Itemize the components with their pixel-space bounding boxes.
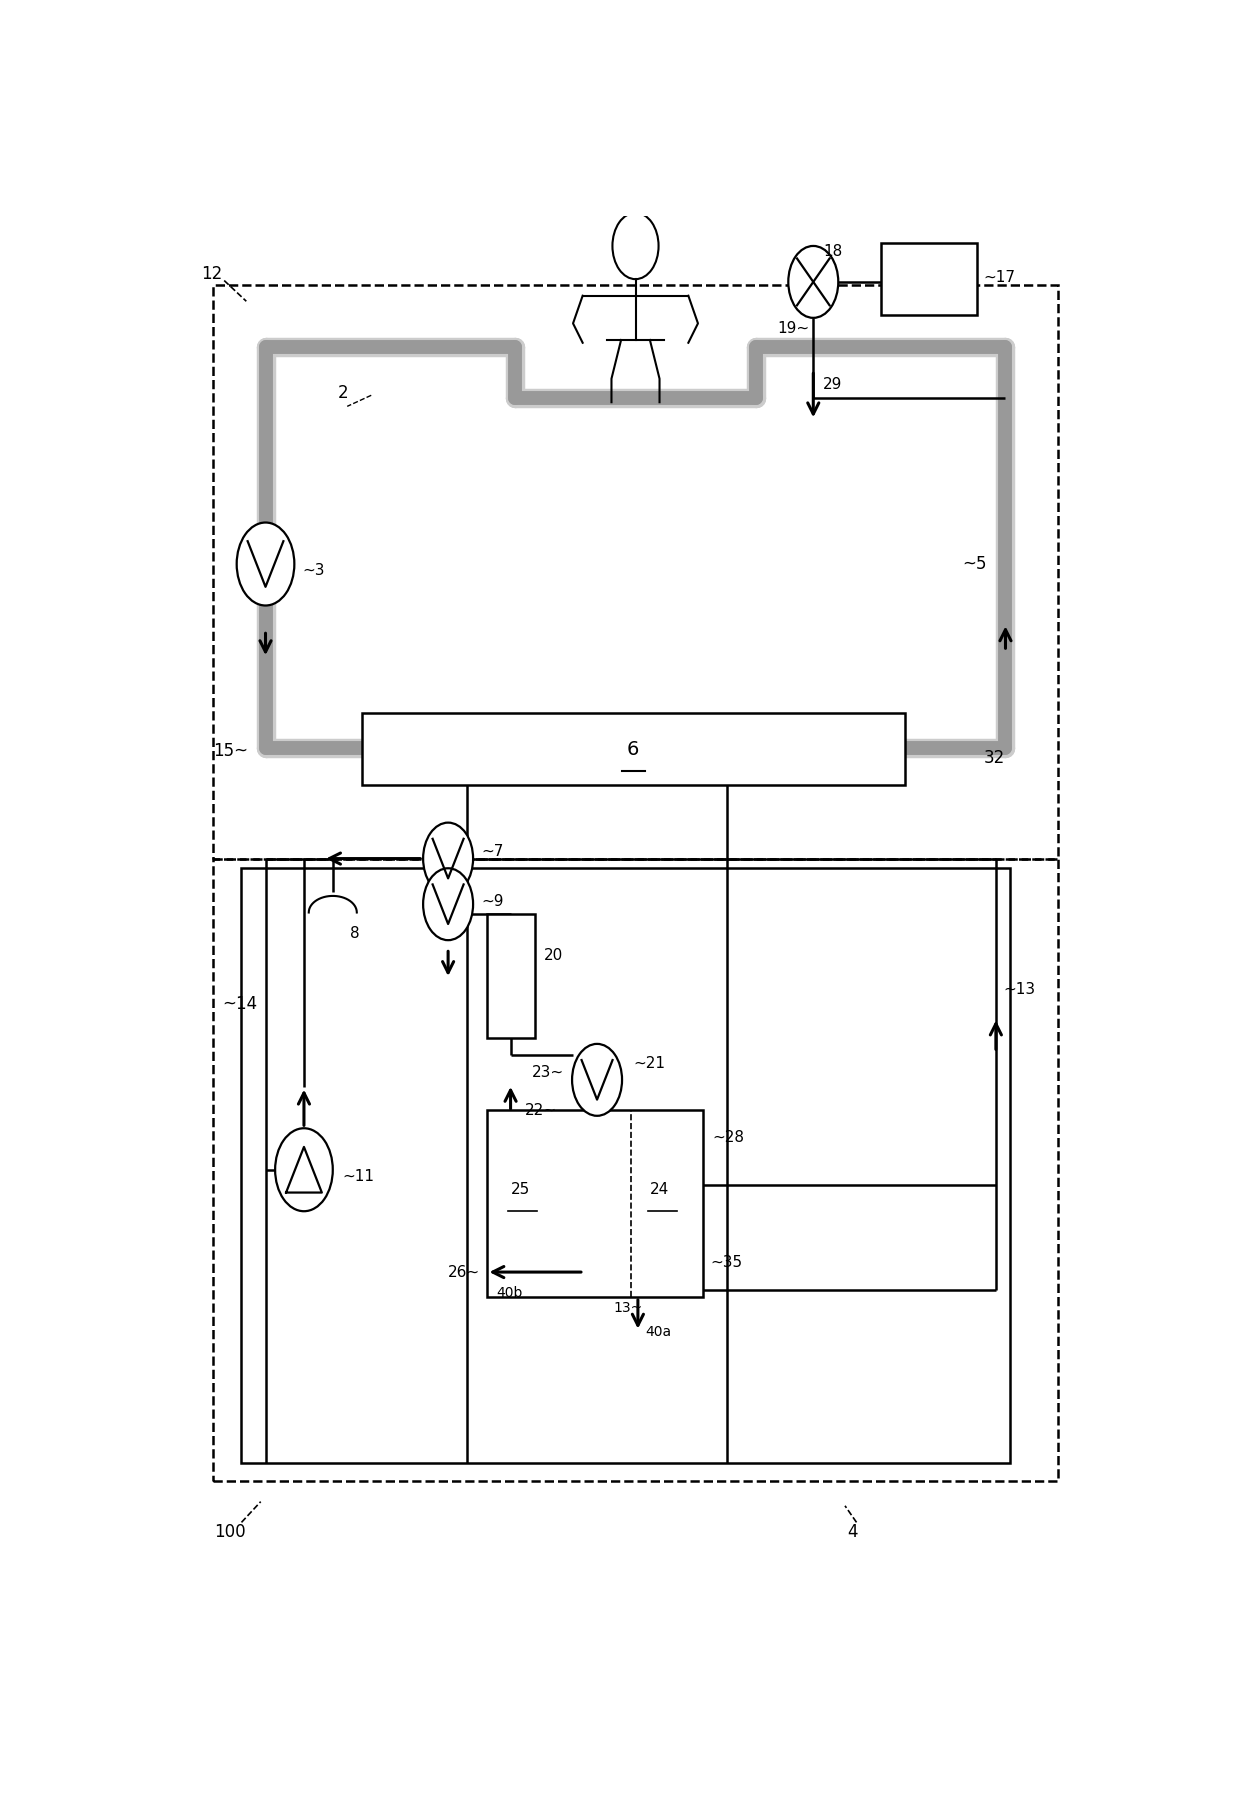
Text: 6: 6: [627, 740, 640, 760]
Text: ~17: ~17: [983, 269, 1016, 286]
Text: ~21: ~21: [634, 1056, 666, 1070]
Text: 19~: 19~: [777, 321, 810, 336]
Bar: [213, 858, 1058, 1482]
Text: 4: 4: [847, 1523, 857, 1541]
Text: ~11: ~11: [342, 1169, 374, 1184]
Bar: [486, 914, 534, 1038]
Text: 18: 18: [823, 244, 842, 259]
Circle shape: [237, 523, 294, 605]
Text: ~14: ~14: [222, 995, 258, 1013]
Text: 24: 24: [650, 1182, 670, 1198]
Bar: [242, 867, 1011, 1464]
Text: 2: 2: [337, 384, 348, 402]
Circle shape: [613, 212, 658, 278]
Text: 12: 12: [201, 264, 222, 282]
Text: 13~: 13~: [614, 1300, 644, 1315]
Circle shape: [423, 867, 474, 939]
Text: 29: 29: [823, 377, 842, 392]
Circle shape: [789, 246, 838, 318]
Text: 15~: 15~: [213, 742, 248, 760]
Text: ~7: ~7: [481, 844, 505, 858]
Text: 32: 32: [983, 749, 1004, 767]
Bar: [486, 1110, 703, 1297]
Text: ~9: ~9: [481, 894, 505, 909]
Text: 100: 100: [215, 1523, 247, 1541]
Text: 8: 8: [350, 925, 360, 941]
Text: 26~: 26~: [448, 1264, 480, 1279]
Text: ~35: ~35: [711, 1255, 743, 1270]
Text: ~5: ~5: [962, 555, 987, 573]
Text: 22~: 22~: [525, 1103, 557, 1117]
Circle shape: [275, 1128, 332, 1211]
Text: ~13: ~13: [1003, 982, 1035, 997]
Bar: [880, 242, 977, 314]
Text: 40a: 40a: [646, 1324, 672, 1338]
Text: ~3: ~3: [303, 564, 325, 578]
Circle shape: [423, 823, 474, 894]
Text: 23~: 23~: [532, 1065, 564, 1081]
Text: 40b: 40b: [496, 1286, 522, 1300]
Text: ~28: ~28: [712, 1130, 744, 1146]
Text: 20: 20: [544, 948, 563, 963]
Bar: [362, 713, 904, 785]
Text: 25: 25: [511, 1182, 529, 1198]
Bar: [213, 286, 1058, 858]
Circle shape: [572, 1043, 622, 1115]
